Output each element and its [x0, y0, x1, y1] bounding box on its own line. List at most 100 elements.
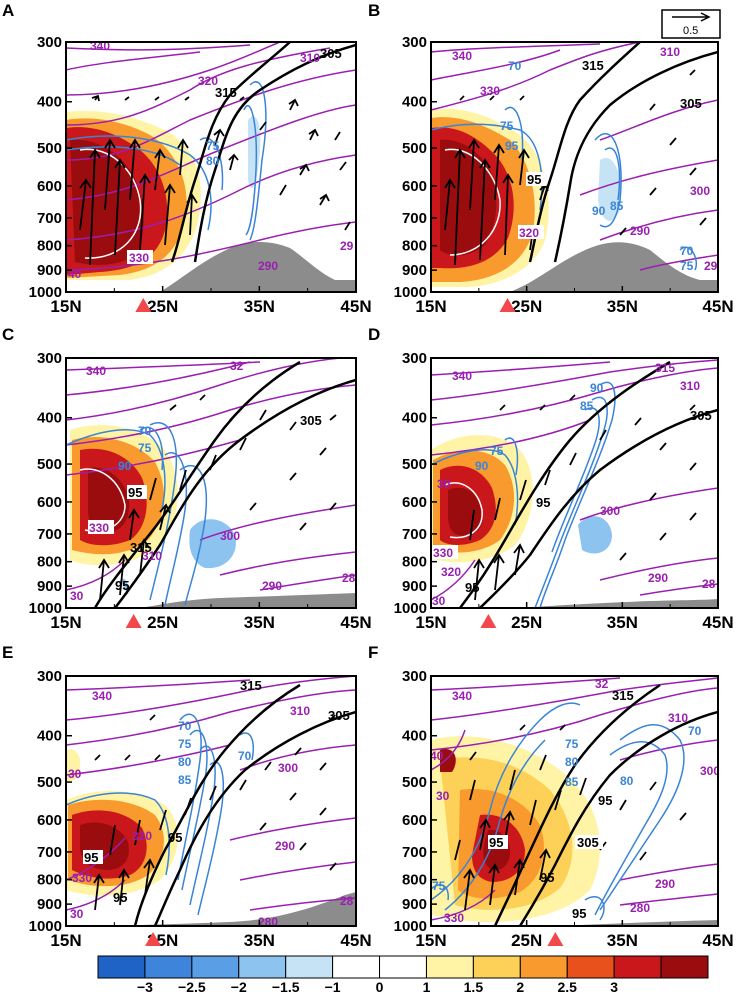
- label: 95: [505, 139, 519, 153]
- panel-letter-f: F: [368, 643, 378, 662]
- panel-c: 340 32 310 300 290 28 30 305 315 95 95 7…: [2, 325, 357, 609]
- label: 29: [340, 239, 354, 253]
- label: 305: [680, 96, 702, 111]
- x-tick-label: 35N: [607, 613, 638, 632]
- panel-a: 340 320 310 290 29 40 305 315 80 75 330 …: [2, 1, 357, 293]
- label: 28: [340, 894, 354, 908]
- y-tick-label: 600: [402, 178, 427, 195]
- reference-vector: 0.5: [661, 9, 721, 39]
- label: 290: [648, 571, 668, 585]
- label: 310: [668, 711, 688, 725]
- label: 30: [436, 789, 450, 803]
- label: 80: [178, 755, 192, 769]
- shade-darkred: [70, 139, 144, 265]
- panel-b: 340 330 310 300 290 29 315 305 95 70 75 …: [368, 1, 719, 293]
- x-tick-label: 15N: [50, 931, 81, 950]
- y-tick-label: 800: [402, 554, 427, 571]
- y-tick-label: 800: [402, 238, 427, 255]
- label: 320: [441, 565, 461, 579]
- y-tick-label: 800: [37, 238, 62, 255]
- colorbar-label: 1.5: [464, 979, 484, 995]
- y-tick-label: 700: [37, 526, 62, 543]
- label: 70: [688, 724, 702, 738]
- x-tick-label: 45N: [702, 613, 733, 632]
- label: 305: [320, 46, 342, 61]
- label: 90: [590, 381, 604, 395]
- x-tick-label: 45N: [340, 931, 371, 950]
- y-tick-label: 700: [402, 526, 427, 543]
- label: 320: [198, 74, 218, 88]
- label: 320: [519, 226, 539, 240]
- label: 95: [84, 850, 98, 865]
- x-tick-label: 35N: [244, 931, 275, 950]
- colorbar-label: 2: [516, 979, 524, 995]
- label: 30: [70, 589, 84, 603]
- label: 95: [572, 906, 586, 921]
- panel-f: 340 32 310 300 290 280 30 330 40 315 305…: [368, 643, 719, 927]
- y-tick-label: 600: [37, 494, 62, 511]
- colorbar-label: 3: [610, 979, 618, 995]
- y-tick-label: 300: [37, 668, 62, 685]
- reference-arrow-icon: [672, 12, 711, 22]
- label: 340: [452, 369, 472, 383]
- y-tick-label: 600: [402, 494, 427, 511]
- station-marker-icon: [480, 614, 497, 628]
- station-marker-icon: [499, 298, 516, 312]
- colorbar-label: 1: [423, 979, 431, 995]
- panel-d-plot: 340 315 310 300 290 28 30 320 30 305 95 …: [431, 359, 718, 608]
- y-tick-label: 1000: [394, 918, 427, 935]
- label: 95: [113, 890, 127, 905]
- label: 70: [178, 719, 192, 733]
- label: 90: [118, 459, 132, 473]
- label: 40: [68, 267, 82, 281]
- y-tick-label: 500: [402, 774, 427, 791]
- y-tick-label: 1000: [29, 600, 62, 617]
- colorbar-segment: [238, 955, 287, 979]
- panel-letter-a: A: [2, 1, 14, 20]
- label: 315: [655, 361, 675, 375]
- x-tick-label: 15N: [415, 931, 446, 950]
- label: 330: [129, 251, 149, 265]
- label: 330: [89, 521, 109, 535]
- panel-e: 340 310 300 290 280 28 30 30 320 330 315…: [2, 643, 357, 929]
- x-tick-label: 45N: [702, 297, 733, 316]
- label: 305: [690, 408, 712, 423]
- colorbar-segment: [285, 955, 334, 979]
- label: 95: [168, 830, 182, 845]
- label: 75: [178, 737, 192, 751]
- label: 300: [278, 761, 298, 775]
- label: 28: [342, 571, 356, 585]
- label: 75: [206, 139, 220, 153]
- label: 280: [258, 915, 278, 929]
- label: 320: [132, 829, 152, 843]
- y-tick-label: 400: [37, 410, 62, 427]
- panel-letter-c: C: [2, 325, 14, 344]
- label: 340: [90, 39, 110, 53]
- y-tick-label: 900: [37, 896, 62, 913]
- y-tick-label: 900: [402, 262, 427, 279]
- label: 30: [432, 594, 446, 608]
- y-tick-label: 900: [402, 896, 427, 913]
- colorbar-label: −1.5: [272, 979, 300, 995]
- y-tick-label: 600: [37, 812, 62, 829]
- label: 75: [500, 119, 514, 133]
- label: 85: [610, 199, 624, 213]
- colorbar-label: 2.5: [557, 979, 577, 995]
- x-tick-label: 25N: [511, 613, 542, 632]
- label: 310: [660, 45, 680, 59]
- label: 95: [115, 578, 129, 593]
- label: 330: [480, 84, 500, 98]
- label: 75: [565, 737, 579, 751]
- panel-c-plot: 340 32 310 300 290 28 30 305 315 95 95 7…: [66, 358, 356, 608]
- colorbar-segment: [191, 955, 240, 979]
- colorbar-segment: [144, 955, 193, 979]
- label: 305: [328, 708, 350, 723]
- y-tick-label: 1000: [394, 600, 427, 617]
- label: 70: [680, 244, 694, 258]
- label: 330: [433, 546, 453, 560]
- y-tick-label: 300: [37, 34, 62, 51]
- label: 330: [444, 911, 464, 925]
- colorbar-label: −3: [137, 979, 153, 995]
